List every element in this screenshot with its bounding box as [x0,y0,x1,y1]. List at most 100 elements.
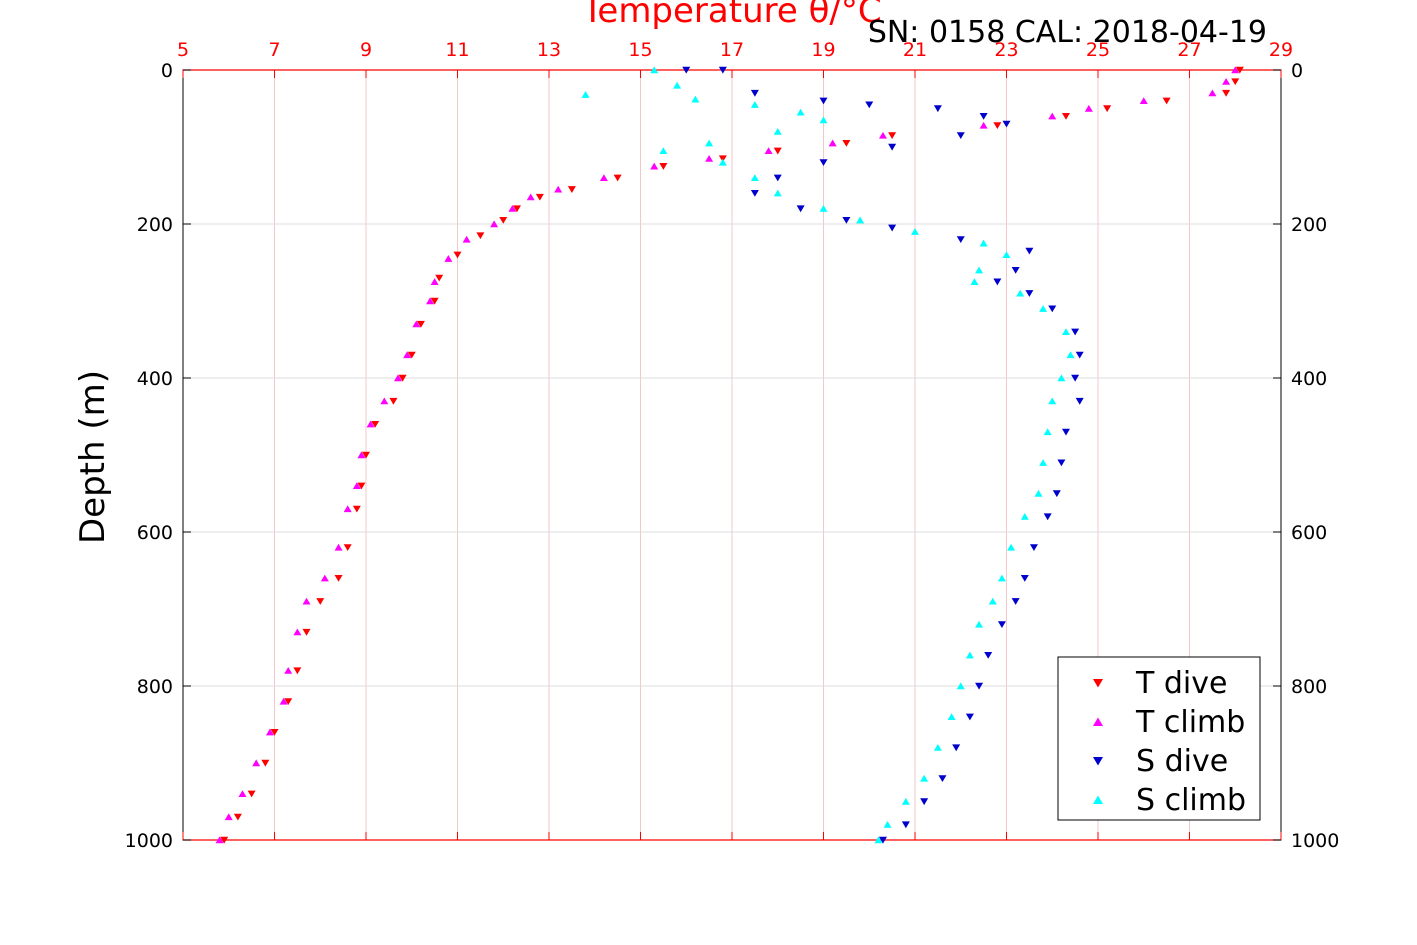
data-point [1016,289,1025,297]
data-point [1020,575,1029,582]
x-tick-label: 7 [268,39,280,61]
data-point [1231,66,1240,74]
data-point [901,821,910,829]
data-point [1052,490,1061,498]
data-point [293,628,302,636]
data-point [233,813,242,821]
data-point [718,66,727,74]
data-point [682,66,691,74]
legend-marker [1093,795,1103,804]
series-t-dive [220,66,1244,844]
data-point [270,729,279,736]
y-tick-label-left: 200 [137,214,173,236]
x-tick-label: 19 [811,39,835,61]
data-point [320,574,329,582]
data-point [1029,544,1038,551]
data-point [380,397,389,405]
data-point [1061,328,1070,335]
data-point [819,116,828,124]
data-point [412,320,421,328]
data-point [691,95,700,103]
data-point [430,297,439,305]
legend-box [1057,656,1261,821]
data-point [316,598,325,605]
legend-label: T climb [1135,705,1245,740]
x-tick-label: 11 [445,39,469,61]
data-point [1222,89,1231,97]
legend-label: S dive [1136,744,1228,779]
data-point [1103,105,1112,113]
data-point [650,66,659,74]
y-tick-label-right: 800 [1291,676,1327,698]
y-tick-label-right: 1000 [1291,830,1339,852]
data-point [650,162,659,170]
data-point [1039,459,1048,466]
data-point [988,597,997,605]
y-tick-label-right: 400 [1291,368,1327,390]
data-point [901,797,910,805]
data-point [1075,351,1084,359]
data-point [613,174,622,182]
data-point [993,278,1002,286]
data-point [352,505,361,513]
legend-marker [1093,679,1103,688]
data-point [394,374,403,382]
data-point [1043,513,1052,521]
data-point [1025,290,1034,297]
data-point [554,185,563,193]
data-point [947,713,956,720]
data-point [1007,543,1016,551]
data-point [842,216,851,224]
data-point [979,113,988,120]
data-point [357,482,366,490]
data-point [764,147,773,155]
data-point [1208,89,1217,97]
data-point [659,147,668,155]
data-point [750,101,759,108]
data-point [1222,77,1231,85]
data-point [599,174,608,181]
data-marks [215,66,1244,844]
data-point [352,482,361,489]
legend-label: T dive [1135,666,1227,701]
y-tick-label-right: 0 [1291,60,1303,82]
data-point [796,205,805,213]
data-point [508,205,517,212]
series-s-climb [581,66,1075,844]
data-point [1231,78,1240,86]
data-point [224,813,233,821]
data-point [911,228,919,235]
x-axis-title: Temperature θ/°C [581,0,881,31]
data-point [705,154,714,162]
data-point [490,220,499,228]
data-point [343,544,352,551]
data-point [279,697,288,705]
data-point [334,543,343,551]
data-point [975,620,984,628]
y-tick-label-left: 600 [137,522,173,544]
data-point [476,232,485,240]
data-point [512,205,521,213]
data-point [293,667,302,675]
data-point [444,255,453,262]
data-point [1235,66,1244,74]
data-point [1071,328,1080,336]
data-point [828,139,837,147]
x-tick-label: 9 [360,39,372,61]
data-point [673,81,682,89]
data-point [750,89,759,97]
data-point [435,274,444,282]
data-point [284,698,293,705]
data-point [933,105,942,113]
data-point [1043,428,1052,436]
data-point [856,216,865,224]
x-tick-label: 17 [720,39,744,61]
data-point [1020,513,1029,520]
data-point [1066,351,1075,359]
legend-marker [1093,757,1103,766]
data-point [366,420,375,428]
data-point [933,744,942,751]
data-point [956,236,965,243]
data-point [979,239,988,247]
data-point [1061,113,1070,120]
